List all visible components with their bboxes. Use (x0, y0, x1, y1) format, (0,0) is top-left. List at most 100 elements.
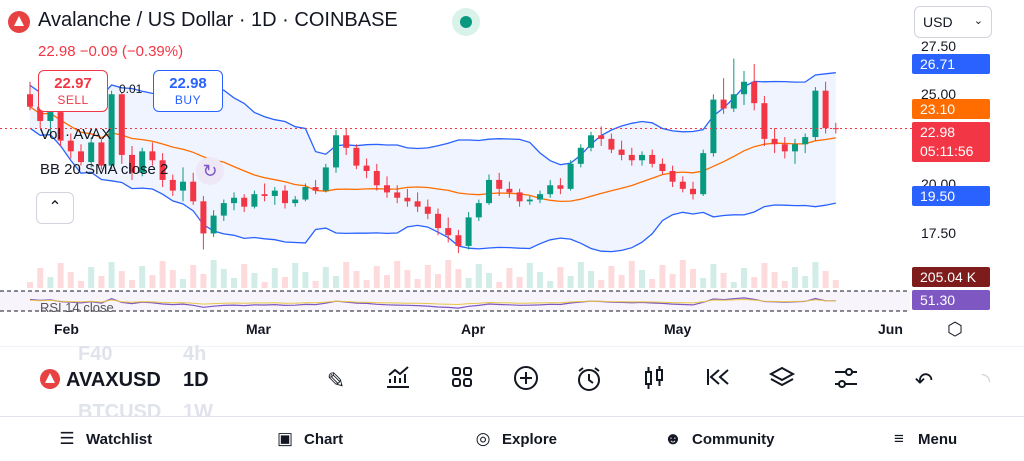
chart-area[interactable]: Avalanche / US Dollar · 1D · COINBASE 22… (0, 0, 1024, 315)
nav-community-label: Community (692, 431, 775, 448)
volume-bar (271, 268, 278, 288)
volume-bar (373, 266, 380, 288)
volume-bar (118, 271, 125, 288)
currency-select[interactable]: USD ⌄ (914, 6, 992, 38)
nav-menu[interactable]: ≡ Menu (888, 429, 957, 449)
candle-body (639, 154, 645, 161)
volume-bar (435, 274, 441, 288)
volume-bar (67, 272, 74, 288)
candle-body (659, 163, 666, 171)
bb-indicator-label[interactable]: BB 20 SMA close 2 (40, 161, 169, 178)
candle-body (781, 144, 788, 152)
time-label: Jun (878, 321, 903, 337)
candle-body (435, 213, 441, 229)
candle-body (57, 112, 64, 141)
rsi-indicator-label[interactable]: RSI 14 close (40, 300, 114, 315)
refresh-icon[interactable]: ↻ (196, 157, 224, 185)
volume-bar (159, 261, 166, 288)
buy-label: BUY (174, 93, 202, 107)
price-chart[interactable] (0, 0, 1024, 312)
draw-icon[interactable]: ✎ (326, 368, 346, 393)
buy-price: 22.98 (169, 75, 207, 92)
volume-bar (577, 262, 584, 288)
volume-bar (822, 271, 829, 288)
menu-icon: ≡ (894, 429, 904, 448)
candle-body (802, 137, 809, 145)
redo-icon[interactable]: ◝ (981, 368, 991, 393)
volume-bar (741, 268, 747, 288)
candles-icon[interactable] (638, 365, 670, 397)
candle-body (700, 153, 707, 195)
replay-glyph (707, 369, 729, 385)
layers-icon[interactable] (766, 365, 798, 397)
candle-body (761, 103, 768, 139)
undo-icon[interactable]: ↶ (914, 368, 934, 393)
nav-watchlist[interactable]: ☰ Watchlist (56, 429, 152, 449)
collapse-indicators-button[interactable]: ⌃ (36, 192, 74, 224)
volume-bar (598, 280, 605, 288)
layers-glyph (768, 366, 796, 387)
volume-bar (761, 263, 768, 288)
volume-bar (282, 277, 288, 288)
currency-value: USD (923, 14, 953, 30)
candle-body (608, 138, 615, 150)
candle-body (47, 112, 54, 122)
indicators-icon[interactable] (382, 365, 414, 397)
ghost-timeframe: 4h (183, 343, 207, 365)
candle-body (353, 147, 360, 166)
candle-body (210, 215, 217, 234)
rsi-line (29, 297, 836, 309)
volume-bar (27, 282, 33, 288)
candle-body (139, 151, 146, 173)
symbol-title[interactable]: Avalanche / US Dollar · 1D · COINBASE (38, 9, 398, 31)
volume-bar (261, 282, 268, 288)
timeframe-selector[interactable]: 1D (183, 369, 209, 391)
candle-body (292, 199, 299, 204)
candle-body (67, 140, 74, 152)
candle-body (373, 170, 380, 186)
candle-body (384, 185, 390, 193)
candle-body (751, 81, 758, 104)
price-tick: 27.50 (921, 38, 957, 54)
volume-bar (37, 268, 44, 288)
add-icon[interactable] (510, 365, 542, 397)
nav-community[interactable]: ☻ Community (662, 429, 775, 449)
volume-bar (628, 261, 635, 288)
nav-explore[interactable]: ◎ Explore (472, 429, 557, 449)
volume-bar (506, 268, 513, 288)
nav-chart[interactable]: ▣ Chart (274, 429, 343, 449)
candle-body (618, 149, 625, 155)
volume-bar (812, 262, 819, 288)
candle-body (404, 197, 411, 202)
volume-bar (679, 260, 686, 288)
volume-bar (567, 276, 574, 288)
settings-sliders-icon[interactable] (830, 365, 862, 397)
bb-lower-line (29, 127, 836, 253)
candle-body (649, 154, 656, 164)
volume-bar (47, 277, 54, 288)
candle-body (180, 181, 186, 191)
layout-icon[interactable] (446, 365, 478, 397)
sell-label: SELL (57, 93, 89, 107)
alert-icon[interactable] (573, 365, 605, 397)
chart-settings-icon[interactable]: ⬡ (947, 319, 963, 339)
candle-body (771, 138, 778, 145)
watchlist-icon: ☰ (59, 429, 75, 448)
avax-logo-icon (8, 11, 30, 33)
replay-icon[interactable] (702, 365, 734, 397)
candle-body (516, 192, 523, 202)
candle-body (108, 94, 115, 166)
volume-bar (669, 274, 676, 288)
candle-body (251, 194, 258, 207)
ghost-symbol: F40 (78, 343, 113, 365)
sell-button[interactable]: 22.97 SELL (38, 70, 108, 112)
candle-body (547, 185, 554, 195)
volume-bar (251, 273, 258, 288)
candle-body (169, 179, 176, 191)
symbol-selector[interactable]: AVAXUSD (40, 369, 161, 392)
candle-body (343, 135, 350, 148)
buy-button[interactable]: 22.98 BUY (153, 70, 223, 112)
volume-indicator-label[interactable]: Vol · AVAX (40, 126, 112, 143)
candle-body (669, 170, 676, 182)
candle-body (149, 151, 156, 161)
